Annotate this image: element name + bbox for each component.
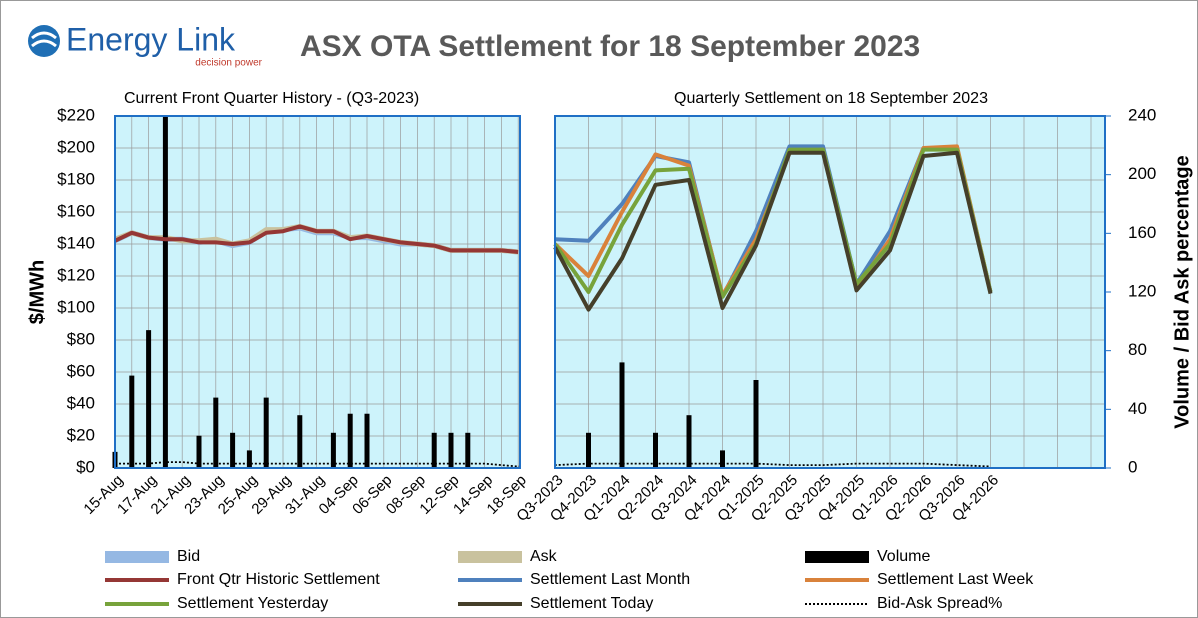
y-tick-label: $0 bbox=[76, 457, 95, 476]
y-tick-label: $180 bbox=[57, 169, 95, 188]
y2-tick-label: 40 bbox=[1128, 399, 1147, 418]
legend-label: Bid bbox=[177, 548, 200, 565]
y2-tick-label: 240 bbox=[1128, 105, 1156, 124]
chart-title: ASX OTA Settlement for 18 September 2023 bbox=[300, 30, 920, 63]
bar bbox=[330, 432, 336, 468]
y-tick-label: $220 bbox=[57, 105, 95, 124]
logo: Energy Link decision power bbox=[28, 21, 263, 69]
y2-tick-label: 80 bbox=[1128, 340, 1147, 359]
plot-border bbox=[114, 115, 521, 469]
bar bbox=[448, 432, 454, 468]
bar bbox=[653, 432, 658, 468]
bar bbox=[586, 432, 591, 468]
legend-label: Ask bbox=[530, 548, 558, 565]
plot-area bbox=[115, 116, 520, 468]
gap bbox=[522, 113, 553, 471]
y-tick-label: $20 bbox=[67, 425, 95, 444]
bar bbox=[263, 397, 269, 468]
legend-swatch bbox=[458, 551, 522, 563]
bar bbox=[619, 362, 625, 468]
y-tick-label: $120 bbox=[57, 265, 95, 284]
y-axis-label: $/MWh bbox=[26, 260, 48, 324]
legend-label: Front Qtr Historic Settlement bbox=[177, 571, 380, 588]
bars bbox=[112, 116, 759, 468]
bar bbox=[146, 330, 152, 468]
series-line bbox=[114, 224, 519, 254]
y-tick-label: $160 bbox=[57, 201, 95, 220]
y-tick-label: $100 bbox=[57, 297, 95, 316]
bar bbox=[431, 432, 437, 468]
y2-tick-label: 120 bbox=[1128, 281, 1156, 300]
bar bbox=[364, 413, 370, 468]
bar bbox=[465, 432, 471, 468]
bar bbox=[230, 432, 236, 468]
bar bbox=[686, 415, 692, 468]
plot-border bbox=[554, 115, 1106, 469]
legend-swatch bbox=[805, 551, 869, 563]
legend-label: Settlement Yesterday bbox=[177, 595, 328, 612]
bar bbox=[162, 116, 168, 468]
y2-tick-label: 0 bbox=[1128, 457, 1137, 476]
bar bbox=[213, 397, 219, 468]
series-line bbox=[553, 150, 993, 312]
y-tick-label: $80 bbox=[67, 329, 95, 348]
legend-label: Settlement Last Week bbox=[877, 571, 1034, 588]
bar bbox=[196, 435, 202, 468]
legend-swatch bbox=[105, 551, 169, 563]
bar bbox=[720, 450, 725, 468]
logo-swirl bbox=[31, 31, 57, 48]
logo-name: Energy Link bbox=[66, 21, 236, 57]
legend-label: Volume bbox=[877, 548, 930, 565]
legend-label: Bid-Ask Spread% bbox=[877, 595, 1002, 612]
y-tick-label: $40 bbox=[67, 393, 95, 412]
legend-label: Settlement Today bbox=[530, 595, 653, 612]
legend-label: Settlement Last Month bbox=[530, 571, 690, 588]
y-tick-label: $60 bbox=[67, 361, 95, 380]
bar bbox=[297, 415, 303, 468]
subtitle: Current Front Quarter History - (Q3-2023… bbox=[124, 90, 419, 107]
y2-tick-label: 200 bbox=[1128, 164, 1156, 183]
y2-axis-label: Volume / Bid Ask percentage bbox=[1171, 155, 1193, 428]
bar bbox=[347, 413, 353, 468]
bar bbox=[753, 380, 759, 468]
y2-tick-label: 160 bbox=[1128, 223, 1156, 242]
y-tick-label: $140 bbox=[57, 233, 95, 252]
subtitle: Quarterly Settlement on 18 September 202… bbox=[674, 90, 988, 107]
logo-tagline: decision power bbox=[195, 58, 262, 69]
bar bbox=[129, 375, 135, 468]
y-tick-label: $200 bbox=[57, 137, 95, 156]
bar bbox=[246, 450, 252, 468]
